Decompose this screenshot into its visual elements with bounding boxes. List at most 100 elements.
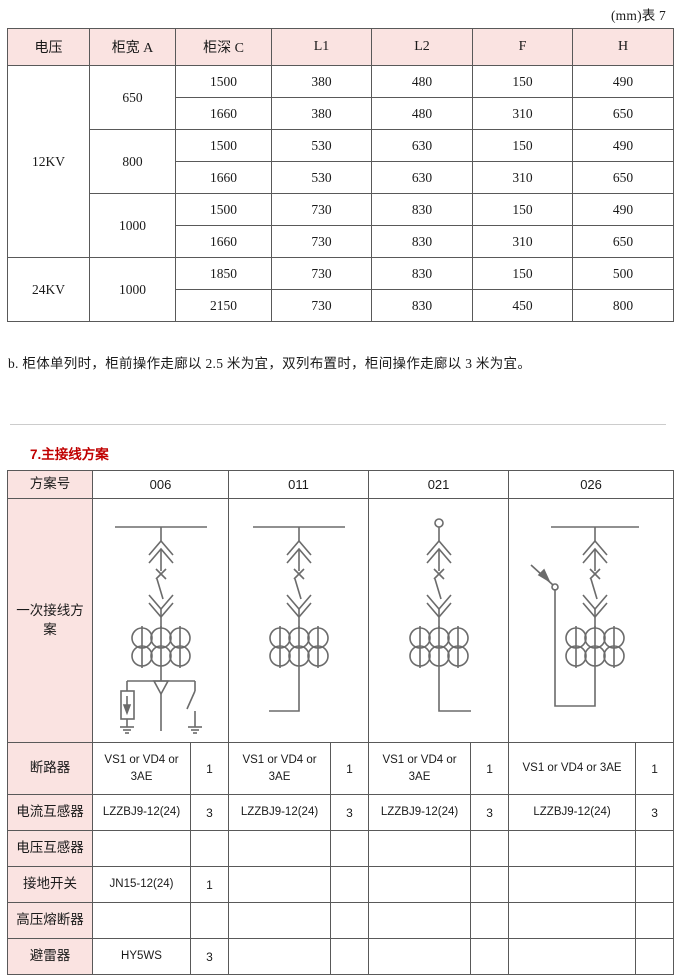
es-qty-021 (470, 866, 510, 903)
pt-row: 电压互感器 (7, 830, 675, 867)
breaker-qty-026: 1 (635, 742, 675, 795)
pt-model-026 (508, 830, 637, 867)
breaker-model-021: VS1 or VD4 or 3AE (368, 742, 472, 795)
table-row: 1660 530 630 310 650 (8, 161, 674, 194)
cell-l1: 380 (271, 97, 372, 130)
scheme-number-021: 021 (368, 470, 510, 499)
col-header-h: H (572, 28, 674, 66)
col-header-width: 柜宽 A (89, 28, 176, 66)
breaker-model-006: VS1 or VD4 or 3AE (92, 742, 191, 795)
cell-l2: 830 (371, 193, 473, 226)
cell-depth: 1500 (175, 193, 272, 226)
table-row: 1000 1500 730 830 150 490 (8, 193, 674, 258)
breaker-model-011: VS1 or VD4 or 3AE (228, 742, 332, 795)
ct-model-006: LZZBJ9-12(24) (92, 794, 191, 831)
fuse-qty-026 (635, 902, 675, 939)
fuse-qty-006 (189, 902, 230, 939)
cell-f: 310 (472, 225, 573, 258)
ct-qty-026: 3 (635, 794, 675, 831)
cell-depth: 1660 (175, 161, 272, 194)
sa-model-021 (368, 938, 472, 975)
rowlabel-arrester: 避雷器 (7, 938, 93, 975)
rowlabel-wiring: 一次接线方案 (7, 498, 93, 743)
cell-depth: 2150 (175, 289, 272, 322)
cell-depth: 1850 (175, 257, 272, 290)
cell-width: 1000 (89, 257, 176, 322)
cell-h: 490 (572, 193, 674, 226)
cell-l2: 830 (371, 225, 473, 258)
note-paragraph: b. 柜体单列时，柜前操作走廊以 2.5 米为宜，双列布置时，柜间操作走廊以 3… (8, 356, 532, 371)
circuit-diagram-011 (253, 526, 346, 712)
cell-l2: 630 (371, 129, 473, 162)
cell-width: 800 (89, 129, 176, 194)
rowlabel-ct: 电流互感器 (7, 794, 93, 831)
rowlabel-hv-fuse: 高压熔断器 (7, 902, 93, 939)
cell-f: 150 (472, 193, 573, 226)
cell-width: 1000 (89, 193, 176, 258)
circuit-diagram-026 (530, 526, 640, 707)
cell-l1: 730 (271, 193, 372, 226)
fuse-qty-021 (470, 902, 510, 939)
fuse-model-011 (228, 902, 332, 939)
cell-l1: 530 (271, 129, 372, 162)
cell-h: 490 (572, 65, 674, 98)
rowlabel-scheme-no: 方案号 (7, 470, 93, 499)
fuse-qty-011 (330, 902, 370, 939)
col-header-l2: L2 (371, 28, 473, 66)
scheme-table: 方案号 006 011 021 026 一次接线方案 (7, 470, 675, 975)
cell-depth: 1660 (175, 97, 272, 130)
diagram-cell-026 (508, 498, 675, 743)
earthing-switch-row: 接地开关 JN15-12(24) 1 (7, 866, 675, 903)
circuit-diagram-006 (115, 526, 207, 734)
dimension-table: 电压 柜宽 A 柜深 C L1 L2 F H 12KV 650 1500 380… (7, 28, 674, 322)
scheme-number-011: 011 (228, 470, 370, 499)
cell-f: 310 (472, 97, 573, 130)
fuse-model-006 (92, 902, 191, 939)
scheme-number-026: 026 (508, 470, 675, 499)
cell-depth: 1500 (175, 65, 272, 98)
cell-l2: 480 (371, 65, 473, 98)
es-model-026 (508, 866, 637, 903)
table-caption: (mm)表 7 (610, 8, 666, 23)
cell-l2: 480 (371, 97, 473, 130)
breaker-qty-011: 1 (330, 742, 370, 795)
sa-qty-011 (330, 938, 370, 975)
horizontal-divider (10, 424, 666, 425)
es-qty-011 (330, 866, 370, 903)
pt-qty-011 (330, 830, 370, 867)
cell-l1: 530 (271, 161, 372, 194)
ct-model-026: LZZBJ9-12(24) (508, 794, 637, 831)
diagram-cell-011 (228, 498, 370, 743)
rowlabel-earthing-switch: 接地开关 (7, 866, 93, 903)
arrester-row: 避雷器 HY5WS 3 (7, 938, 675, 975)
cell-l2: 830 (371, 257, 473, 290)
cell-voltage: 12KV (7, 65, 90, 258)
col-header-depth: 柜深 C (175, 28, 272, 66)
breaker-qty-006: 1 (189, 742, 230, 795)
table-row: 2150 730 830 450 800 (8, 289, 674, 322)
cell-l1: 730 (271, 289, 372, 322)
hv-fuse-row: 高压熔断器 (7, 902, 675, 939)
table-row: 800 1500 530 630 150 490 (8, 129, 674, 194)
ct-row: 电流互感器 LZZBJ9-12(24) 3 LZZBJ9-12(24) 3 LZ… (7, 794, 675, 831)
es-model-006: JN15-12(24) (92, 866, 191, 903)
pt-qty-006 (189, 830, 230, 867)
cell-depth: 1500 (175, 129, 272, 162)
breaker-qty-021: 1 (470, 742, 510, 795)
cell-f: 450 (472, 289, 573, 322)
page-title: 7.主接线方案 (30, 447, 109, 462)
es-model-011 (228, 866, 332, 903)
pt-model-006 (92, 830, 191, 867)
breaker-row: 断路器 VS1 or VD4 or 3AE 1 VS1 or VD4 or 3A… (7, 742, 675, 795)
sa-qty-026 (635, 938, 675, 975)
pt-qty-026 (635, 830, 675, 867)
cell-h: 490 (572, 129, 674, 162)
diagram-cell-006 (91, 498, 230, 743)
cell-f: 310 (472, 161, 573, 194)
cell-l1: 380 (271, 65, 372, 98)
ct-qty-006: 3 (189, 794, 230, 831)
fuse-model-021 (368, 902, 472, 939)
breaker-model-026: VS1 or VD4 or 3AE (508, 742, 637, 795)
cell-h: 650 (572, 97, 674, 130)
circuit-diagram-021 (409, 518, 472, 712)
